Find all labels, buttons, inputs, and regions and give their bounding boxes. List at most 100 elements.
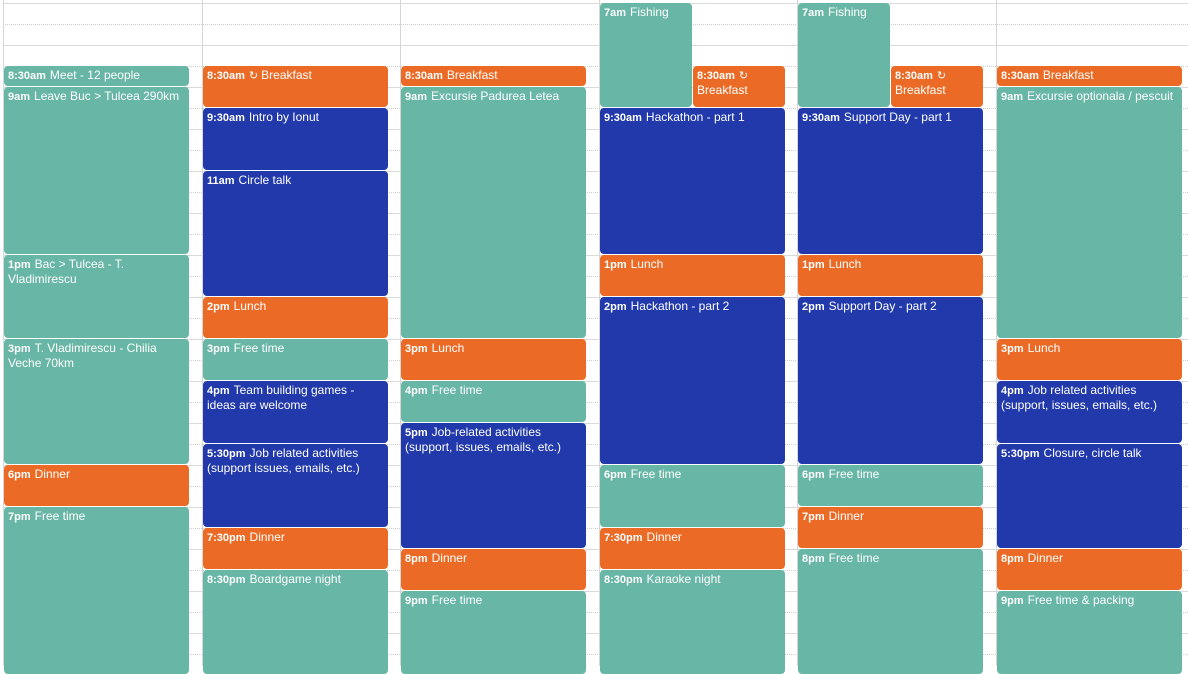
calendar-event[interactable]: 8:30am Breakfast bbox=[401, 66, 586, 86]
event-time: 2pm bbox=[802, 301, 825, 313]
event-time: 4pm bbox=[1001, 385, 1024, 397]
event-title: Breakfast bbox=[697, 83, 748, 97]
calendar-event[interactable]: 6pm Dinner bbox=[4, 465, 189, 506]
event-title: Free time bbox=[431, 593, 483, 607]
half-hour-gridline bbox=[3, 24, 1188, 25]
event-title: Lunch bbox=[1027, 341, 1061, 355]
calendar-event[interactable]: 1pm Lunch bbox=[600, 255, 785, 296]
event-title: Meet - 12 people bbox=[49, 68, 140, 82]
calendar-event[interactable]: 1pm Bac > Tulcea - T. Vladimirescu bbox=[4, 255, 189, 338]
event-time: 7am bbox=[604, 7, 627, 19]
calendar-event[interactable]: 8:30am ↻ Breakfast bbox=[693, 66, 785, 107]
event-title: Job-related activities (support, issues,… bbox=[405, 425, 562, 454]
recurring-icon: ↻ bbox=[738, 70, 749, 82]
calendar-event[interactable]: 8:30am Meet - 12 people bbox=[4, 66, 189, 86]
event-title: Dinner bbox=[828, 509, 864, 523]
calendar-event[interactable]: 3pm Free time bbox=[203, 339, 388, 380]
calendar-event[interactable]: 9am Excursie Padurea Letea bbox=[401, 87, 586, 338]
calendar-event[interactable]: 7:30pm Dinner bbox=[203, 528, 388, 569]
event-title: Dinner bbox=[1027, 551, 1063, 565]
event-time: 8:30am bbox=[8, 70, 46, 82]
hour-gridline bbox=[3, 255, 1188, 256]
calendar-event[interactable]: 4pm Free time bbox=[401, 381, 586, 422]
calendar-event[interactable]: 5:30pm Closure, circle talk bbox=[997, 444, 1182, 548]
event-title: Excursie optionala / pescuit bbox=[1027, 89, 1174, 103]
calendar-event[interactable]: 8pm Dinner bbox=[401, 549, 586, 590]
event-title: Free time bbox=[34, 509, 86, 523]
event-time: 6pm bbox=[8, 469, 31, 481]
calendar-event[interactable]: 2pm Support Day - part 2 bbox=[798, 297, 983, 464]
calendar-event[interactable]: 8pm Dinner bbox=[997, 549, 1182, 590]
event-time: 4pm bbox=[405, 385, 428, 397]
half-hour-gridline bbox=[3, 444, 1188, 445]
event-time: 1pm bbox=[8, 259, 31, 271]
event-time: 8:30am bbox=[405, 70, 443, 82]
calendar-event[interactable]: 2pm Lunch bbox=[203, 297, 388, 338]
calendar-event[interactable]: 4pm Job related activities (support, issu… bbox=[997, 381, 1182, 443]
event-time: 3pm bbox=[8, 343, 31, 355]
event-title: Dinner bbox=[249, 530, 285, 544]
hour-gridline bbox=[3, 591, 1188, 592]
calendar-event[interactable]: 9:30am Hackathon - part 1 bbox=[600, 108, 785, 254]
calendar-event[interactable]: 8:30pm Boardgame night bbox=[203, 570, 388, 674]
day-column-divider bbox=[3, 0, 4, 666]
calendar-event[interactable]: 6pm Free time bbox=[798, 465, 983, 506]
calendar-event[interactable]: 2pm Hackathon - part 2 bbox=[600, 297, 785, 464]
hour-gridline bbox=[3, 3, 1188, 4]
calendar-event[interactable]: 9am Excursie optionala / pescuit bbox=[997, 87, 1182, 338]
calendar-event[interactable]: 9pm Free time bbox=[401, 591, 586, 674]
event-time: 9:30am bbox=[802, 112, 840, 124]
event-time: 9am bbox=[8, 91, 31, 103]
event-title: Intro by Ionut bbox=[248, 110, 319, 124]
calendar-event[interactable]: 11am Circle talk bbox=[203, 171, 388, 296]
event-time: 8:30pm bbox=[604, 574, 643, 586]
calendar-event[interactable]: 5pm Job-related activities (support, issu… bbox=[401, 423, 586, 548]
calendar-event[interactable]: 8:30am Breakfast bbox=[997, 66, 1182, 86]
event-title: Dinner bbox=[431, 551, 467, 565]
event-title: T. Vladimirescu - Chilia Veche 70km bbox=[8, 341, 157, 370]
calendar-event[interactable]: 8:30am ↻ Breakfast bbox=[203, 66, 388, 107]
calendar-event[interactable]: 3pm Lunch bbox=[401, 339, 586, 380]
event-title: Dinner bbox=[34, 467, 70, 481]
calendar-event[interactable]: 8:30pm Karaoke night bbox=[600, 570, 785, 674]
half-hour-gridline bbox=[3, 612, 1188, 613]
calendar-event[interactable]: 1pm Lunch bbox=[798, 255, 983, 296]
event-title: Boardgame night bbox=[249, 572, 341, 586]
calendar-event[interactable]: 6pm Free time bbox=[600, 465, 785, 527]
hour-gridline bbox=[3, 45, 1188, 46]
event-title: Bac > Tulcea - T. Vladimirescu bbox=[8, 257, 125, 286]
calendar-event[interactable]: 7pm Free time bbox=[4, 507, 189, 674]
event-title: Job related activities (support issues, … bbox=[207, 446, 360, 475]
event-time: 1pm bbox=[802, 259, 825, 271]
calendar-event[interactable]: 5:30pm Job related activities (support is… bbox=[203, 444, 388, 527]
calendar-event[interactable]: 7pm Dinner bbox=[798, 507, 983, 548]
half-hour-gridline bbox=[3, 570, 1188, 571]
day-column-divider bbox=[400, 0, 401, 666]
calendar-event[interactable]: 8pm Free time bbox=[798, 549, 983, 674]
calendar-event[interactable]: 9:30am Support Day - part 1 bbox=[798, 108, 983, 254]
calendar-event[interactable]: 7am Fishing bbox=[798, 3, 890, 107]
calendar-event[interactable]: 7am Fishing bbox=[600, 3, 692, 107]
event-title: Karaoke night bbox=[646, 572, 721, 586]
calendar-event[interactable]: 3pm Lunch bbox=[997, 339, 1182, 380]
event-time: 1pm bbox=[604, 259, 627, 271]
hour-gridline bbox=[3, 213, 1188, 214]
event-title: Support Day - part 1 bbox=[843, 110, 952, 124]
event-time: 8pm bbox=[405, 553, 428, 565]
half-hour-gridline bbox=[3, 528, 1188, 529]
event-title: Free time bbox=[828, 551, 880, 565]
event-time: 5pm bbox=[405, 427, 428, 439]
calendar-event[interactable]: 9pm Free time & packing bbox=[997, 591, 1182, 674]
calendar-event[interactable]: 9am Leave Buc > Tulcea 290km bbox=[4, 87, 189, 254]
recurring-icon: ↻ bbox=[248, 70, 259, 82]
calendar-event[interactable]: 7:30pm Dinner bbox=[600, 528, 785, 569]
calendar-event[interactable]: 8:30am ↻ Breakfast bbox=[891, 66, 983, 107]
hour-gridline bbox=[3, 381, 1188, 382]
half-hour-gridline bbox=[3, 318, 1188, 319]
calendar-event[interactable]: 4pm Team building games - ideas are welco… bbox=[203, 381, 388, 443]
calendar-event[interactable]: 9:30am Intro by Ionut bbox=[203, 108, 388, 170]
event-time: 8:30am bbox=[697, 70, 735, 82]
calendar-event[interactable]: 3pm T. Vladimirescu - Chilia Veche 70km bbox=[4, 339, 189, 464]
day-column-divider bbox=[996, 0, 997, 666]
